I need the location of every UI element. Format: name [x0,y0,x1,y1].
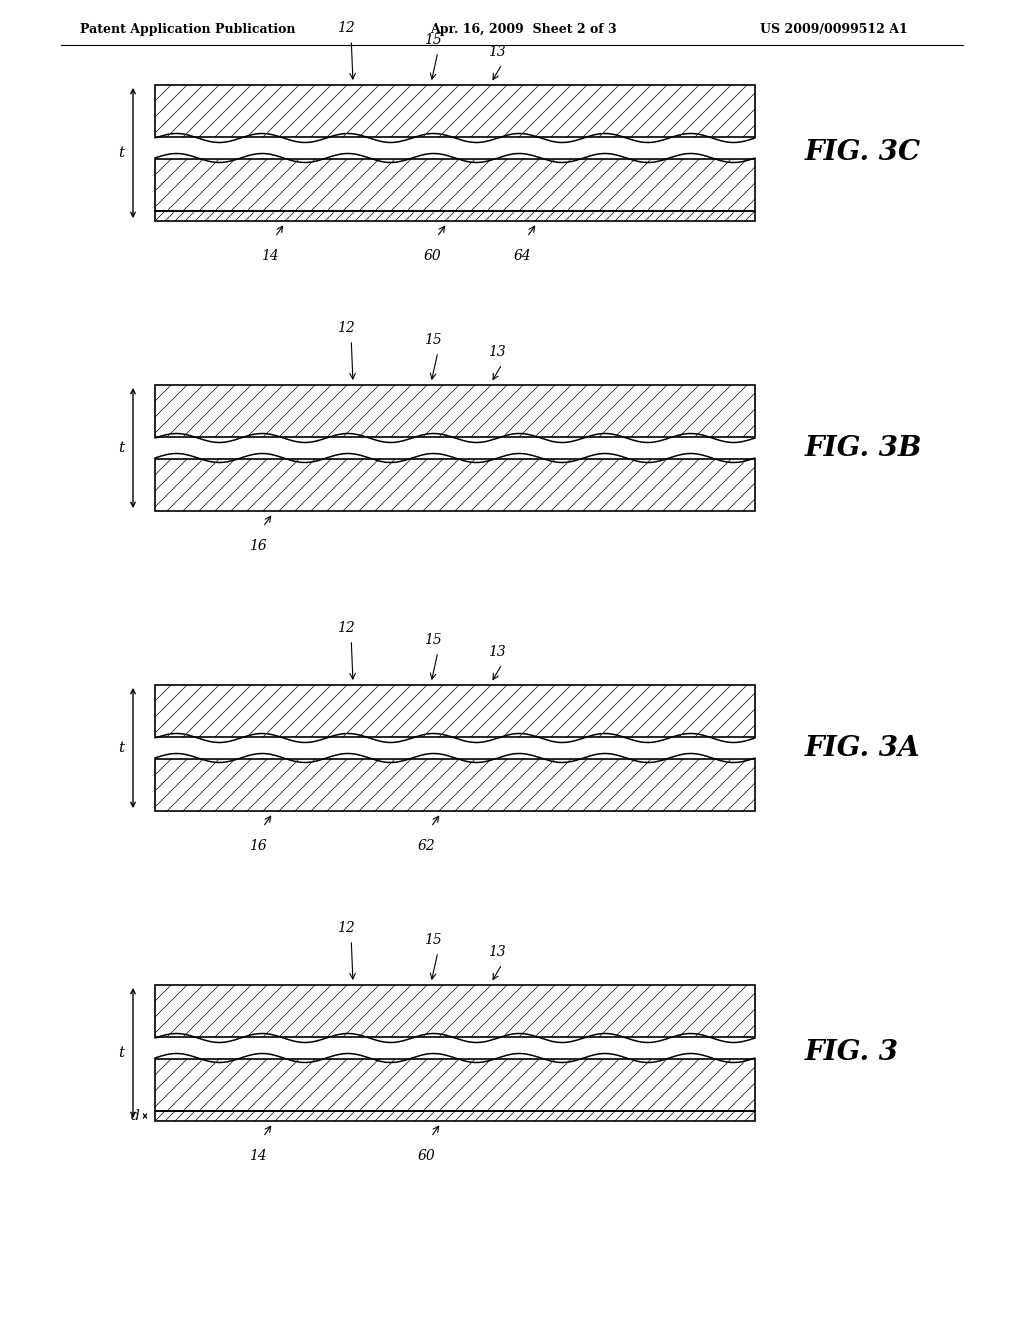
Bar [155,1059,755,1111]
Text: US 2009/0099512 A1: US 2009/0099512 A1 [760,24,907,37]
Text: 12: 12 [337,21,355,36]
Text: 60: 60 [417,1148,435,1163]
Text: 13: 13 [488,45,506,59]
Text: t: t [118,741,124,755]
Text: t: t [118,441,124,455]
Text: Patent Application Publication: Patent Application Publication [80,24,296,37]
Bar [155,211,755,220]
Bar [155,685,755,737]
Text: FIG. 3B: FIG. 3B [805,434,923,462]
Bar [155,84,755,137]
Bar [155,158,755,211]
Text: 15: 15 [424,933,441,946]
Text: 14: 14 [261,249,279,263]
Text: 15: 15 [424,333,441,347]
Bar [155,1111,755,1121]
Text: 14: 14 [249,1148,267,1163]
Bar [155,211,755,220]
Text: t: t [118,1045,124,1060]
Text: 16: 16 [249,539,267,553]
Text: 13: 13 [488,645,506,659]
Bar [155,1059,755,1111]
Bar [155,759,755,810]
Text: 64: 64 [513,249,530,263]
Text: FIG. 3A: FIG. 3A [805,734,921,762]
Text: d: d [131,1109,139,1123]
Text: 13: 13 [488,945,506,960]
Bar [155,84,755,137]
Text: Apr. 16, 2009  Sheet 2 of 3: Apr. 16, 2009 Sheet 2 of 3 [430,24,616,37]
Text: 62: 62 [417,840,435,853]
Text: 12: 12 [337,921,355,935]
Bar [155,1111,755,1121]
Bar [155,385,755,437]
Bar [155,459,755,511]
Text: 16: 16 [249,840,267,853]
Text: t: t [118,147,124,160]
Text: 60: 60 [423,249,441,263]
Bar [155,985,755,1038]
Bar [155,685,755,737]
Bar [155,158,755,211]
Text: FIG. 3: FIG. 3 [805,1040,899,1067]
Text: FIG. 3C: FIG. 3C [805,140,922,166]
Text: 12: 12 [337,620,355,635]
Text: 15: 15 [424,33,441,48]
Bar [155,759,755,810]
Bar [155,385,755,437]
Text: 15: 15 [424,634,441,647]
Text: 13: 13 [488,345,506,359]
Bar [155,985,755,1038]
Text: 12: 12 [337,321,355,335]
Bar [155,459,755,511]
